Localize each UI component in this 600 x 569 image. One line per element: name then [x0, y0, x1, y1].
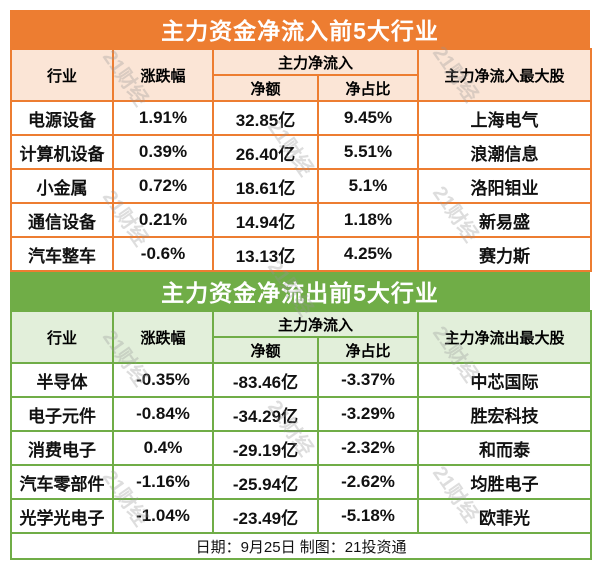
- cell-net-amount: 14.94亿: [212, 202, 319, 238]
- table-row: 小金属 0.72% 18.61亿 5.1% 洛阳钼业: [10, 168, 593, 204]
- cell-change: 0.4%: [112, 430, 214, 466]
- cell-net-amount: -34.29亿: [212, 396, 319, 432]
- cell-net-ratio: -3.37%: [316, 362, 420, 398]
- inflow-table: 行业 涨跌幅 主力净流入 主力净流入最大股 净额 净占比 电源设备 1.91% …: [10, 48, 593, 272]
- cell-change: -1.16%: [112, 464, 214, 500]
- cell-change: -0.6%: [112, 236, 214, 272]
- table-row: 消费电子 0.4% -29.19亿 -2.32% 和而泰: [10, 430, 593, 466]
- header-net-amount: 净额: [212, 74, 319, 102]
- cell-change: 1.91%: [112, 100, 214, 136]
- outflow-table-title: 主力资金净流出前5大行业: [10, 272, 590, 310]
- cell-industry: 小金属: [10, 168, 114, 204]
- cell-top-stock: 胜宏科技: [417, 396, 593, 432]
- cell-net-ratio: 9.45%: [316, 100, 420, 136]
- header-change: 涨跌幅: [112, 310, 214, 364]
- header-netflow-group: 主力净流入: [211, 48, 420, 76]
- cell-industry: 半导体: [10, 362, 114, 398]
- cell-industry: 汽车零部件: [10, 464, 114, 500]
- cell-top-stock: 中芯国际: [417, 362, 593, 398]
- table-row: 电源设备 1.91% 32.85亿 9.45% 上海电气: [10, 100, 593, 136]
- cell-top-stock: 浪潮信息: [417, 134, 593, 170]
- date-credit-note: 日期：9月25日 制图：21投资通: [9, 532, 593, 560]
- header-net-amount: 净额: [212, 336, 319, 364]
- table-row: 计算机设备 0.39% 26.40亿 5.51% 浪潮信息: [10, 134, 593, 170]
- table-row: 汽车整车 -0.6% 13.13亿 4.25% 赛力斯: [10, 236, 593, 272]
- header-row: 行业 涨跌幅 主力净流入 主力净流出最大股: [10, 310, 593, 364]
- cell-net-ratio: -2.62%: [316, 464, 420, 500]
- cell-net-ratio: 4.25%: [316, 236, 420, 272]
- cell-change: 0.39%: [112, 134, 214, 170]
- cell-net-amount: -25.94亿: [212, 464, 319, 500]
- inflow-table-title: 主力资金净流入前5大行业: [10, 10, 590, 48]
- cell-change: 0.21%: [112, 202, 214, 238]
- inflow-table-block: 主力资金净流入前5大行业 行业 涨跌幅 主力净流入 主力净流入最大股 净额 净占…: [10, 10, 593, 272]
- cell-net-amount: 13.13亿: [212, 236, 319, 272]
- table-row: 通信设备 0.21% 14.94亿 1.18% 新易盛: [10, 202, 593, 238]
- cell-net-ratio: 5.51%: [316, 134, 420, 170]
- cell-industry: 通信设备: [10, 202, 114, 238]
- outflow-table-block: 主力资金净流出前5大行业 行业 涨跌幅 主力净流入 主力净流出最大股 净额 净占…: [9, 272, 593, 560]
- cell-net-amount: -83.46亿: [212, 362, 319, 398]
- cell-change: -0.84%: [112, 396, 214, 432]
- header-row: 行业 涨跌幅 主力净流入 主力净流入最大股: [10, 48, 593, 102]
- table-row: 电子元件 -0.84% -34.29亿 -3.29% 胜宏科技: [10, 396, 593, 432]
- cell-net-ratio: -5.18%: [316, 498, 420, 534]
- header-net-ratio: 净占比: [316, 74, 420, 102]
- cell-net-amount: -23.49亿: [212, 498, 319, 534]
- cell-net-ratio: -3.29%: [316, 396, 420, 432]
- cell-industry: 汽车整车: [10, 236, 114, 272]
- cell-top-stock: 欧菲光: [417, 498, 593, 534]
- header-top-stock: 主力净流入最大股: [417, 48, 593, 102]
- outflow-table: 行业 涨跌幅 主力净流入 主力净流出最大股 净额 净占比 半导体 -0.35% …: [9, 310, 593, 560]
- cell-net-amount: 32.85亿: [212, 100, 319, 136]
- table-row: 光学光电子 -1.04% -23.49亿 -5.18% 欧菲光: [10, 498, 593, 534]
- cell-net-ratio: -2.32%: [316, 430, 420, 466]
- cell-industry: 电子元件: [10, 396, 114, 432]
- header-net-ratio: 净占比: [316, 336, 420, 364]
- cell-change: 0.72%: [112, 168, 214, 204]
- footer-row: 日期：9月25日 制图：21投资通: [9, 532, 593, 560]
- cell-industry: 光学光电子: [10, 498, 114, 534]
- header-change: 涨跌幅: [112, 48, 214, 102]
- cell-change: -0.35%: [112, 362, 214, 398]
- cell-change: -1.04%: [112, 498, 214, 534]
- cell-net-amount: 18.61亿: [212, 168, 319, 204]
- cell-industry: 消费电子: [10, 430, 114, 466]
- table-row: 半导体 -0.35% -83.46亿 -3.37% 中芯国际: [10, 362, 593, 398]
- header-top-stock: 主力净流出最大股: [417, 310, 593, 364]
- cell-top-stock: 洛阳钼业: [417, 168, 593, 204]
- cell-industry: 计算机设备: [10, 134, 114, 170]
- cell-industry: 电源设备: [10, 100, 114, 136]
- cell-top-stock: 均胜电子: [417, 464, 593, 500]
- cell-top-stock: 赛力斯: [417, 236, 593, 272]
- cell-top-stock: 新易盛: [417, 202, 593, 238]
- header-industry: 行业: [10, 48, 114, 102]
- header-subrow: 净额 净占比: [11, 74, 591, 102]
- header-netflow-group: 主力净流入: [211, 310, 420, 338]
- cell-net-ratio: 5.1%: [316, 168, 420, 204]
- header-industry: 行业: [10, 310, 114, 364]
- table-row: 汽车零部件 -1.16% -25.94亿 -2.62% 均胜电子: [10, 464, 593, 500]
- cell-net-amount: 26.40亿: [212, 134, 319, 170]
- cell-top-stock: 和而泰: [417, 430, 593, 466]
- cell-net-amount: -29.19亿: [212, 430, 319, 466]
- header-subrow: 净额 净占比: [11, 336, 591, 364]
- cell-top-stock: 上海电气: [417, 100, 593, 136]
- cell-net-ratio: 1.18%: [316, 202, 420, 238]
